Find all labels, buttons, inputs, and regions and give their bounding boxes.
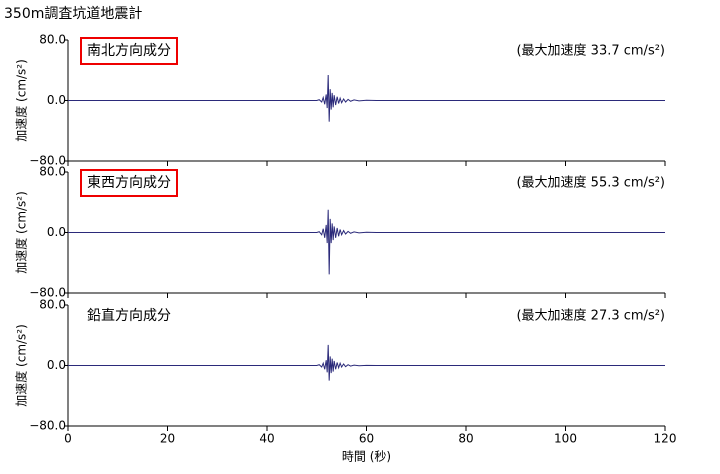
highlight-box [80, 37, 178, 65]
panel-subtitle: 鉛直方向成分 [87, 307, 171, 324]
y-tick-label: 0.0 [47, 358, 66, 372]
y-tick-label: 0.0 [47, 225, 66, 239]
highlight-box [80, 169, 178, 197]
y-axis-label: 加速度 (cm/s²) [14, 191, 29, 274]
x-tick-label: 40 [259, 432, 274, 446]
panel-subtitle: 南北方向成分 [87, 43, 171, 59]
y-tick-label: 80.0 [39, 165, 66, 179]
annotation: (最大加速度 55.3 cm/s²) [516, 175, 665, 191]
y-tick-label: −80.0 [29, 286, 66, 300]
x-tick-label: 120 [654, 432, 677, 446]
y-tick-label: −80.0 [29, 154, 66, 168]
y-tick-label: 80.0 [39, 33, 66, 47]
y-tick-label: 0.0 [47, 93, 66, 107]
annotation: (最大加速度 27.3 cm/s²) [516, 308, 665, 324]
x-tick-label: 20 [160, 432, 175, 446]
x-tick-label: 100 [554, 432, 577, 446]
panel-subtitle: 東西方向成分 [87, 175, 171, 191]
y-tick-label: −80.0 [29, 419, 66, 433]
y-tick-label: 80.0 [39, 298, 66, 312]
x-tick-label: 0 [64, 432, 72, 446]
annotation: (最大加速度 33.7 cm/s²) [516, 43, 665, 59]
y-axis-label: 加速度 (cm/s²) [14, 324, 29, 407]
x-tick-label: 80 [458, 432, 473, 446]
chart-title: 350m調査坑道地震計 [4, 6, 142, 22]
y-axis-label: 加速度 (cm/s²) [14, 59, 29, 142]
waveform [68, 209, 665, 275]
x-axis-label: 時間 (秒) [342, 450, 391, 464]
waveform [68, 74, 665, 122]
waveform [68, 344, 665, 381]
x-tick-label: 60 [359, 432, 374, 446]
